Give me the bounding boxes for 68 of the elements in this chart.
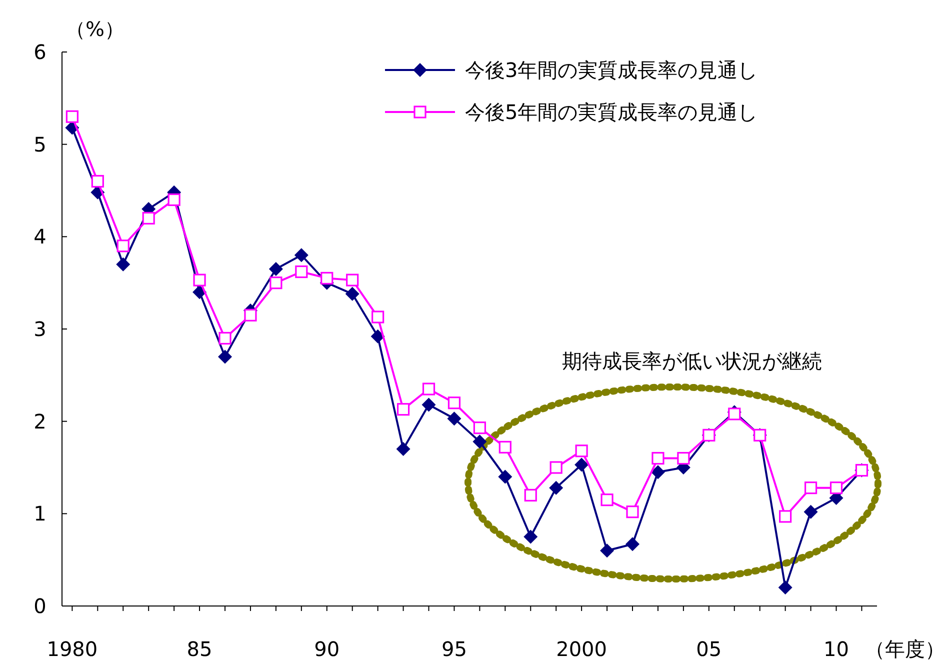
point <box>218 332 232 345</box>
point <box>447 412 462 426</box>
point <box>345 286 360 301</box>
y-tick-label: 2 <box>34 409 46 434</box>
point <box>91 174 104 188</box>
point <box>66 110 78 123</box>
point <box>244 308 257 322</box>
point <box>830 482 843 494</box>
point <box>472 434 487 449</box>
x-axis-title: （年度） <box>865 637 945 661</box>
x-tick-label: 85 <box>186 637 212 661</box>
point <box>346 274 359 286</box>
y-tick-label: 5 <box>34 132 46 156</box>
point <box>116 240 130 252</box>
annotation: 期待成長率が低い状況が継続 <box>562 349 822 373</box>
point <box>370 329 385 344</box>
point <box>268 262 283 276</box>
point <box>626 537 640 552</box>
point <box>270 276 282 290</box>
point <box>550 461 562 474</box>
point <box>396 403 410 416</box>
point <box>524 530 538 544</box>
y-tick-label: 6 <box>34 40 46 64</box>
point <box>778 580 792 595</box>
point <box>574 458 589 472</box>
x-tick-label: 10 <box>824 637 849 661</box>
point <box>294 248 308 262</box>
legend-label: 今後5年間の実質成長率の見通し <box>465 100 758 124</box>
point <box>677 452 690 465</box>
point <box>192 285 207 300</box>
point <box>549 480 564 495</box>
point <box>600 494 614 506</box>
point <box>473 421 486 434</box>
x-tick-label: 90 <box>314 637 340 661</box>
point <box>804 504 818 519</box>
point <box>626 506 639 518</box>
legend-label: 今後3年間の実質成長率の見通し <box>465 58 758 82</box>
point <box>650 465 665 480</box>
point <box>372 310 384 324</box>
point <box>320 272 334 285</box>
point <box>422 398 436 412</box>
point <box>804 482 818 494</box>
y-tick-label: 4 <box>34 224 46 249</box>
y-tick-label: 3 <box>34 317 46 341</box>
x-tick-label: 95 <box>441 637 467 661</box>
point <box>575 444 588 458</box>
point <box>116 257 130 272</box>
point <box>728 408 741 420</box>
point <box>218 350 232 364</box>
y-tick-label: 0 <box>34 594 46 618</box>
point <box>600 544 614 558</box>
y-axis-title: （%） <box>65 17 125 41</box>
point <box>524 488 537 502</box>
point <box>498 440 512 454</box>
x-tick-label: 1980 <box>46 637 98 661</box>
point <box>498 470 512 484</box>
point <box>448 396 461 410</box>
point <box>193 274 206 286</box>
point <box>396 442 410 456</box>
y-tick-label: 1 <box>34 502 46 526</box>
x-tick-label: 2000 <box>556 637 608 661</box>
point <box>422 382 436 396</box>
point <box>168 193 180 206</box>
point <box>779 510 792 523</box>
point <box>142 212 155 224</box>
point <box>652 452 664 465</box>
point <box>295 265 308 278</box>
x-tick-label: 05 <box>696 637 722 661</box>
